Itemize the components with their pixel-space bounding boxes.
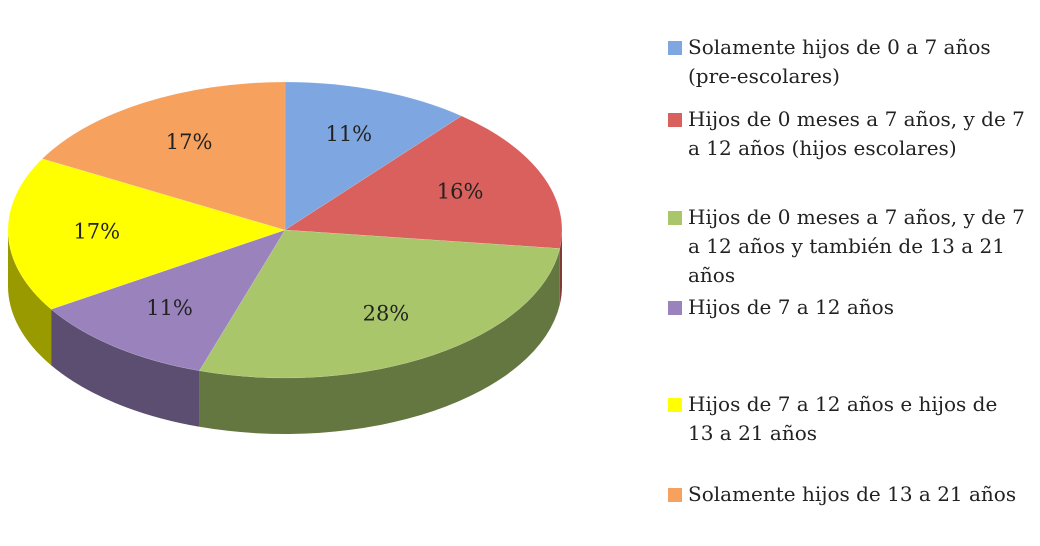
data-label: 17% <box>73 220 120 244</box>
data-label: 17% <box>166 130 213 154</box>
legend-swatch <box>668 41 682 55</box>
legend-label: Hijos de 7 a 12 años <box>688 295 894 319</box>
legend-swatch <box>668 211 682 225</box>
legend-swatch <box>668 488 682 502</box>
pie-side <box>199 248 560 435</box>
pie-slice <box>284 81 463 231</box>
legend-item: Solamente hijos de 13 a 21 años <box>668 480 1028 509</box>
pie-slice <box>50 229 286 372</box>
legend-swatch <box>668 398 682 412</box>
data-label: 28% <box>363 301 410 325</box>
pie-side <box>51 309 200 427</box>
legend-label: Hijos de 7 a 12 años e hijos de 13 a 21 … <box>688 392 998 445</box>
data-label: 11% <box>325 122 372 146</box>
legend-swatch <box>668 113 682 127</box>
legend-label: Hijos de 0 meses a 7 años, y de 7 a 12 a… <box>688 107 1025 160</box>
pie-side <box>8 230 52 366</box>
legend-item: Hijos de 0 meses a 7 años, y de 7 a 12 a… <box>668 105 1028 163</box>
legend-label: Hijos de 0 meses a 7 años, y de 7 a 12 a… <box>688 205 1025 287</box>
chart: 11% 16% 28% 11% 17% 17% <box>7 81 563 435</box>
pie-slice <box>7 158 286 310</box>
legend-item: Hijos de 0 meses a 7 años, y de 7 a 12 a… <box>668 203 1028 290</box>
legend-item: Solamente hijos de 0 a 7 años (pre-escol… <box>668 33 1028 91</box>
data-label: 11% <box>146 296 193 320</box>
legend-swatch <box>668 301 682 315</box>
legend-label: Solamente hijos de 13 a 21 años <box>688 482 1017 506</box>
pie-slice <box>284 115 563 249</box>
legend-item: Hijos de 7 a 12 años <box>668 293 1028 322</box>
pie-side <box>559 230 562 305</box>
legend-label: Solamente hijos de 0 a 7 años (pre-escol… <box>688 35 991 88</box>
pie-slice <box>41 81 286 231</box>
data-label: 16% <box>437 179 484 203</box>
legend-item: Hijos de 7 a 12 años e hijos de 13 a 21 … <box>668 390 1028 448</box>
pie-slice <box>198 229 561 379</box>
